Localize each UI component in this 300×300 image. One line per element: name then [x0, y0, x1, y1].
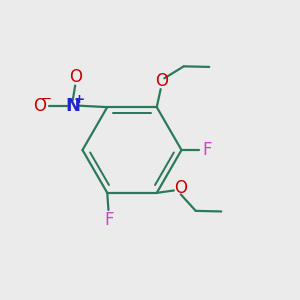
- Text: F: F: [104, 211, 113, 229]
- Text: N: N: [65, 97, 80, 115]
- Text: F: F: [203, 141, 212, 159]
- Text: +: +: [74, 93, 85, 106]
- Text: O: O: [155, 72, 168, 90]
- Text: −: −: [41, 93, 52, 106]
- Text: O: O: [69, 68, 82, 86]
- Text: O: O: [33, 97, 46, 115]
- Text: O: O: [174, 179, 187, 197]
